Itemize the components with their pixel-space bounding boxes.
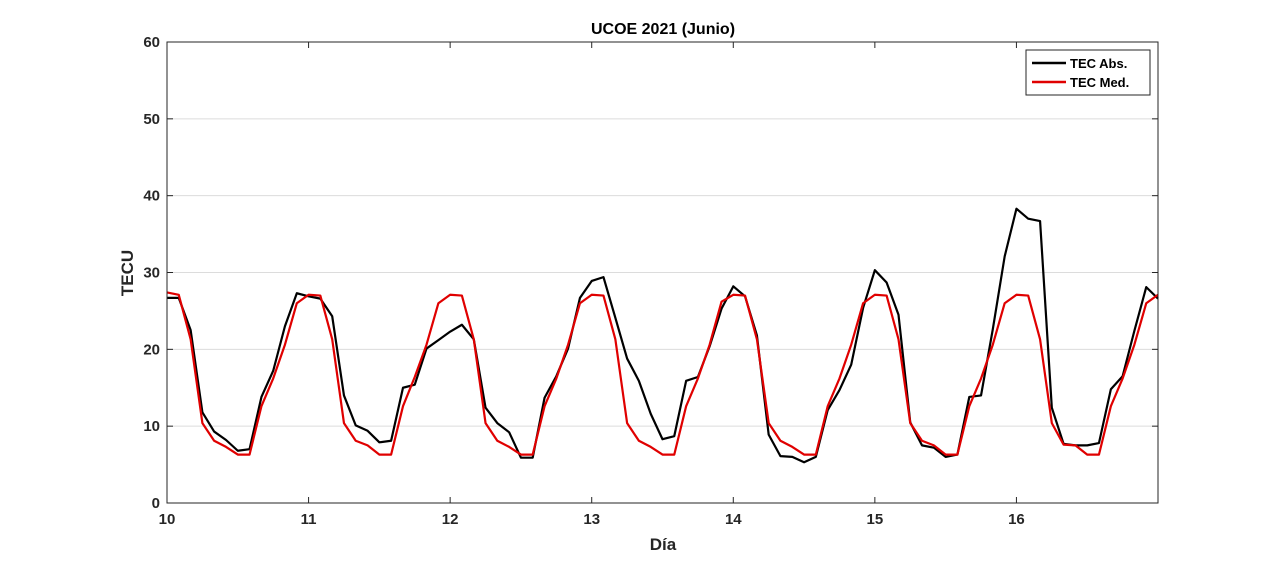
x-tick-label: 14 <box>725 511 742 528</box>
x-tick-label: 16 <box>1008 511 1025 528</box>
x-tick-label: 11 <box>301 511 317 528</box>
x-tick-label: 15 <box>867 511 884 528</box>
y-tick-label: 10 <box>143 418 160 435</box>
y-tick-label: 50 <box>143 111 160 128</box>
x-tick-label: 10 <box>159 511 176 528</box>
x-axis-label: Día <box>650 535 677 554</box>
y-tick-label: 40 <box>143 188 160 205</box>
series-line-tec-abs <box>167 207 1159 464</box>
series-line-tec-med <box>166 291 1159 456</box>
gridlines <box>167 118 1158 427</box>
legend-box <box>1025 49 1151 96</box>
y-tick-label: 20 <box>143 341 160 358</box>
y-tick-label: 30 <box>143 265 160 282</box>
chart-title: UCOE 2021 (Junio) <box>591 21 735 38</box>
legend-label-tec-abs: TEC Abs. <box>1070 56 1127 71</box>
y-tick-label: 60 <box>143 34 160 51</box>
x-tick-label: 12 <box>442 511 459 528</box>
y-axis-label: TECU <box>118 250 137 296</box>
legend-label-tec-med: TEC Med. <box>1070 75 1129 90</box>
y-tick-label: 0 <box>152 495 160 512</box>
series-layer <box>166 207 1159 464</box>
legend: TEC Abs. TEC Med. <box>1025 49 1151 96</box>
x-tick-label: 13 <box>583 511 600 528</box>
